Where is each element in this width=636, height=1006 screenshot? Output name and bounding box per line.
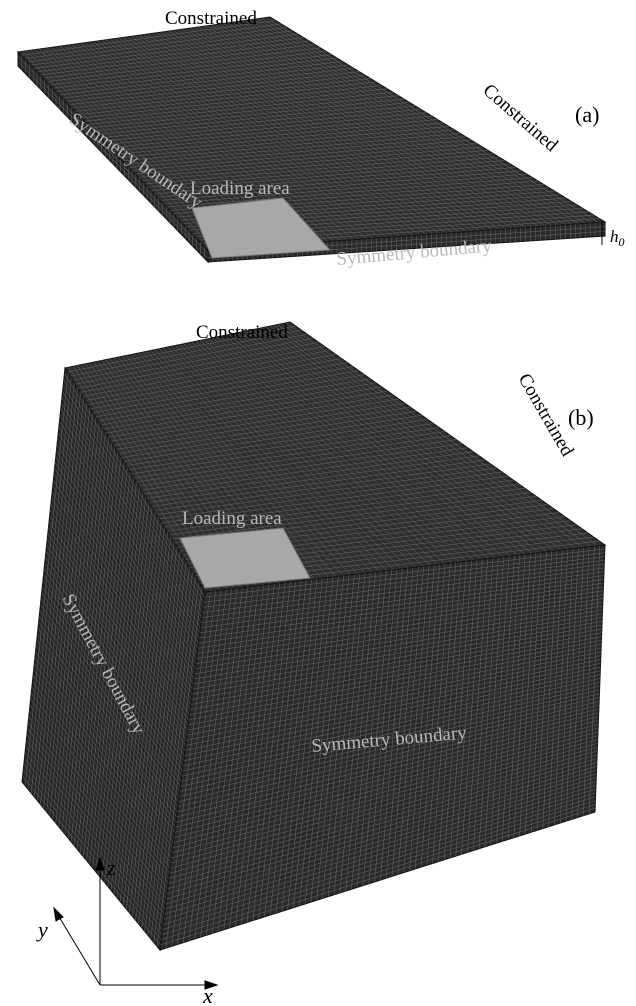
axis-label: y <box>36 917 48 942</box>
thickness-subscript: 0 <box>619 235 625 249</box>
label: Loading area <box>182 508 282 529</box>
label: Loading area <box>190 178 290 199</box>
label: Constrained <box>165 8 257 29</box>
label: Constrained <box>196 322 288 343</box>
meshes <box>18 17 605 950</box>
label: Constrained <box>479 80 562 156</box>
thickness-symbol: h <box>610 227 619 246</box>
thickness: h0 <box>610 227 625 249</box>
axis-label: z <box>106 855 116 880</box>
axis-label: x <box>202 983 213 1006</box>
panel-label: (a) <box>575 102 599 127</box>
figure: Constrained Constrained (a) Symmetry bou… <box>0 0 636 1006</box>
panel-label: (b) <box>568 405 594 430</box>
